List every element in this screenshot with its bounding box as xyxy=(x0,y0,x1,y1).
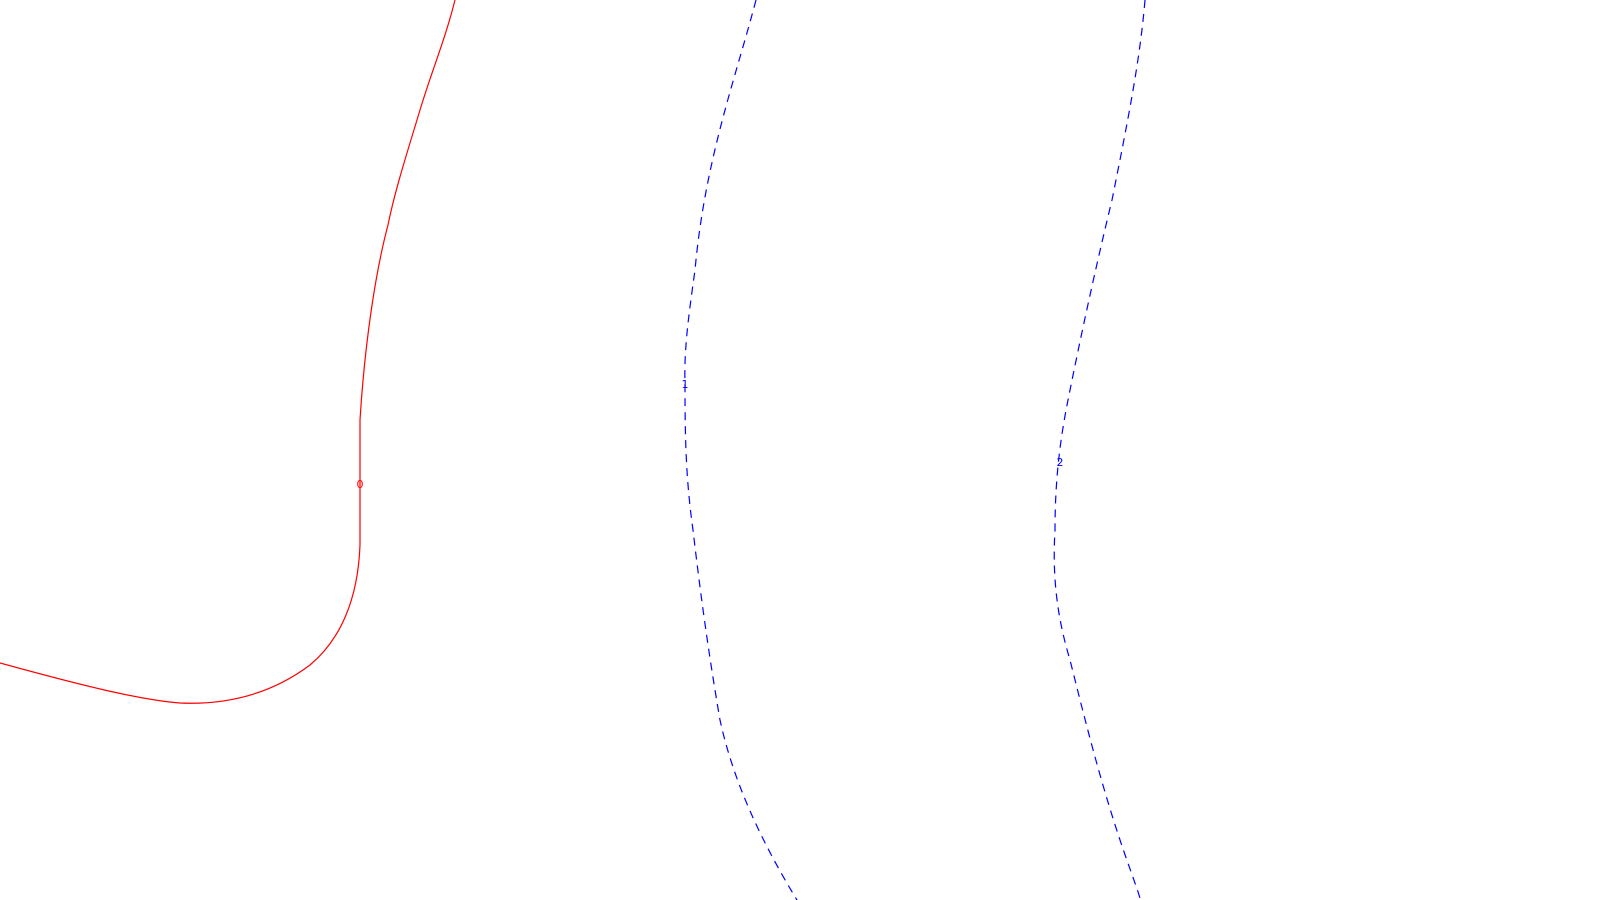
contour-line-1 xyxy=(684,0,798,900)
contour-label-0: 0 xyxy=(357,478,364,491)
contour-line-2 xyxy=(1053,0,1146,900)
contour-label-1: 1 xyxy=(682,378,689,391)
contour-label-2: 2 xyxy=(1057,456,1064,469)
contour-line-0 xyxy=(0,0,456,704)
